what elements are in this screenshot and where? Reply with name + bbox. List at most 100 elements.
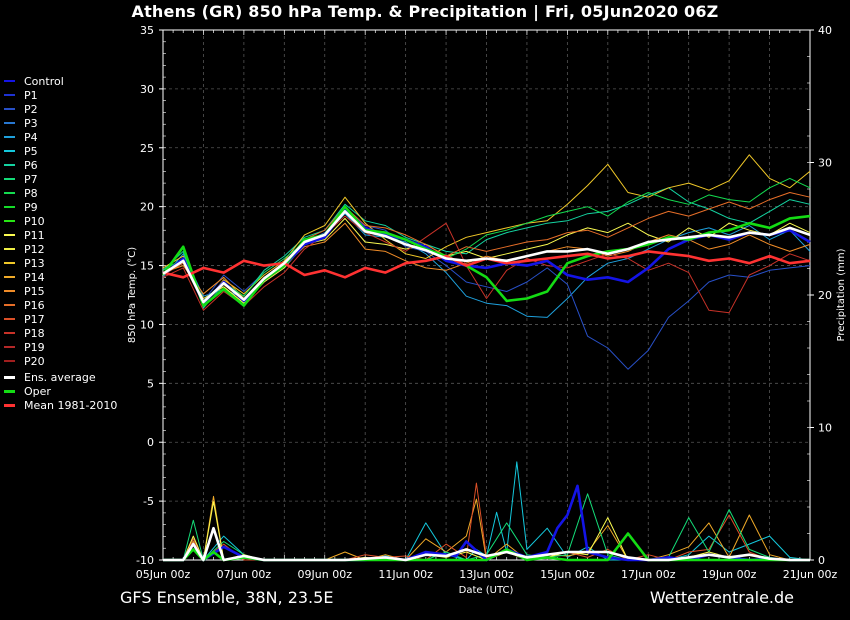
legend-label: P13 (24, 257, 45, 270)
legend-swatch (4, 234, 15, 236)
chart-legend: Control P1 P2 P3 P4 P5 P6 P7 P8 P9 P10 P11 P12 P13 P14… (4, 75, 117, 413)
legend-swatch (4, 80, 15, 82)
chart-title: Athens (GR) 850 hPa Temp. & Precipitatio… (131, 2, 719, 21)
legend-swatch (4, 178, 15, 180)
legend-swatch (4, 318, 15, 320)
legend-label: Ens. average (24, 371, 96, 384)
temp-line-p8 (162, 177, 811, 302)
legend-swatch (4, 290, 15, 292)
y-tick-label-left: 25 (140, 142, 154, 155)
legend-label: Oper (24, 385, 51, 398)
legend-swatch (4, 262, 15, 264)
y-tick-label-right: 20 (818, 289, 832, 302)
legend-swatch (4, 108, 15, 110)
legend-label: P19 (24, 341, 45, 354)
legend-label: P10 (24, 215, 45, 228)
legend-item: P9 (4, 201, 117, 215)
legend-label: P15 (24, 285, 45, 298)
legend-swatch (4, 220, 15, 222)
legend-swatch (4, 192, 15, 194)
legend-swatch (4, 136, 15, 138)
legend-label: Control (24, 75, 64, 88)
x-tick-label: 15Jun 00z (540, 568, 595, 581)
legend-item: P18 (4, 327, 117, 341)
legend-swatch (4, 248, 15, 250)
x-tick-label: 07Jun 00z (217, 568, 272, 581)
legend-swatch (4, 403, 15, 407)
y-tick-label-left: 0 (147, 436, 154, 449)
legend-item: P12 (4, 243, 117, 257)
legend-item: P13 (4, 257, 117, 271)
legend-label: P1 (24, 89, 38, 102)
legend-swatch (4, 206, 15, 208)
precip-line-ens-average (163, 526, 810, 562)
footer-model-info: GFS Ensemble, 38N, 23.5E (120, 588, 334, 607)
legend-item: P20 (4, 355, 117, 369)
legend-label: P18 (24, 327, 45, 340)
legend-item: P11 (4, 229, 117, 243)
legend-swatch (4, 276, 15, 278)
legend-label: P14 (24, 271, 45, 284)
x-tick-label: 21Jun 00z (783, 568, 838, 581)
legend-item: P1 (4, 89, 117, 103)
legend-label: P4 (24, 131, 38, 144)
legend-label: P16 (24, 299, 45, 312)
y-tick-label-left: 10 (140, 318, 154, 331)
legend-label: P5 (24, 145, 38, 158)
y-tick-label-right: 30 (818, 157, 832, 170)
legend-item: P4 (4, 131, 117, 145)
legend-item: Control (4, 75, 117, 89)
legend-item: Oper (4, 385, 117, 399)
legend-item: P5 (4, 145, 117, 159)
legend-label: P17 (24, 313, 45, 326)
legend-swatch (4, 332, 15, 334)
y-tick-label-left: -10 (136, 554, 154, 567)
y-tick-label-left: 35 (140, 24, 154, 37)
legend-label: P6 (24, 159, 38, 172)
legend-label: P2 (24, 103, 38, 116)
legend-swatch (4, 164, 15, 166)
legend-label: P3 (24, 117, 38, 130)
precip-line-p7 (163, 493, 810, 561)
temp-line-p13 (162, 154, 811, 307)
legend-item: P7 (4, 173, 117, 187)
legend-item: P14 (4, 271, 117, 285)
legend-item: P16 (4, 299, 117, 313)
legend-item: P6 (4, 159, 117, 173)
legend-label: P20 (24, 355, 45, 368)
grid-lines (163, 30, 810, 560)
x-tick-label: 11Jun 00z (378, 568, 433, 581)
temp-line-ens-average (162, 210, 811, 304)
y-axis-label-left: 850 hPa Temp. (°C) (127, 247, 138, 343)
legend-label: P9 (24, 201, 38, 214)
y-tick-label-left: 30 (140, 83, 154, 96)
legend-item: Ens. average (4, 371, 117, 385)
x-tick-label: 19Jun 00z (702, 568, 757, 581)
y-tick-label-left: 20 (140, 201, 154, 214)
y-tick-label-left: -5 (143, 495, 154, 508)
legend-label: P7 (24, 173, 38, 186)
legend-item: P15 (4, 285, 117, 299)
legend-swatch (4, 346, 15, 348)
y-axis-label-right: Precipitation (mm) (836, 248, 847, 341)
legend-item: P3 (4, 117, 117, 131)
legend-label: P12 (24, 243, 45, 256)
legend-item: P10 (4, 215, 117, 229)
y-tick-label-right: 10 (818, 422, 832, 435)
legend-item: P2 (4, 103, 117, 117)
legend-swatch (4, 360, 15, 362)
legend-item: Mean 1981-2010 (4, 399, 117, 413)
legend-label: P8 (24, 187, 38, 200)
legend-swatch (4, 389, 15, 393)
x-tick-label: 17Jun 00z (621, 568, 676, 581)
legend-swatch (4, 375, 15, 379)
x-axis-label: Date (UTC) (459, 585, 514, 596)
legend-item: P17 (4, 313, 117, 327)
legend-item: P8 (4, 187, 117, 201)
legend-swatch (4, 122, 15, 124)
footer-site-name: Wetterzentrale.de (649, 588, 794, 607)
temp-line-p18 (162, 215, 811, 314)
legend-item: P19 (4, 341, 117, 355)
legend-swatch (4, 304, 15, 306)
